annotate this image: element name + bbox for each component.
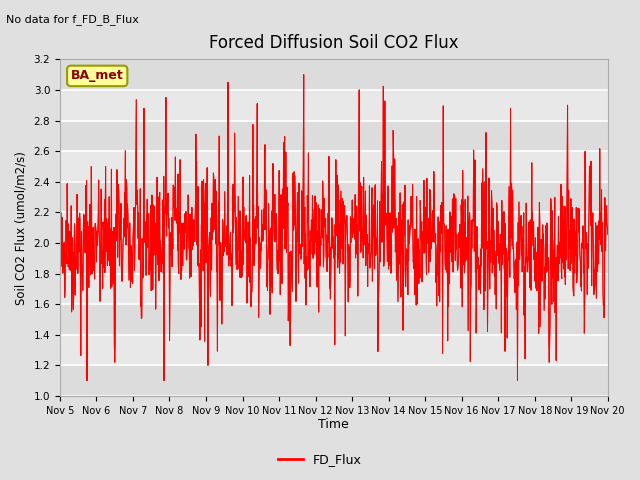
Bar (60, 120, 608, 151)
X-axis label: Time: Time (319, 419, 349, 432)
Bar (60, 335, 608, 365)
Bar (60, 212, 608, 243)
Bar (60, 274, 608, 304)
Text: No data for f_FD_B_Flux: No data for f_FD_B_Flux (6, 14, 140, 25)
FD_Flux (604, 231, 612, 237)
FD_Flux (56, 227, 64, 232)
Text: BA_met: BA_met (71, 70, 124, 83)
Bar (60, 60, 608, 90)
FD_Flux (121, 233, 129, 239)
FD_Flux (300, 72, 307, 77)
FD_Flux (99, 286, 106, 291)
Bar (60, 365, 608, 396)
FD_Flux (289, 247, 296, 252)
Line: FD_Flux: FD_Flux (60, 74, 608, 381)
FD_Flux (301, 260, 308, 265)
Bar (60, 182, 608, 212)
Title: Forced Diffusion Soil CO2 Flux: Forced Diffusion Soil CO2 Flux (209, 34, 459, 52)
Bar (60, 243, 608, 274)
FD_Flux (369, 278, 376, 284)
FD_Flux (310, 206, 318, 212)
Bar (60, 151, 608, 182)
Legend: FD_Flux: FD_Flux (273, 448, 367, 471)
Y-axis label: Soil CO2 Flux (umol/m2/s): Soil CO2 Flux (umol/m2/s) (15, 151, 28, 304)
FD_Flux (83, 378, 91, 384)
Bar (60, 90, 608, 120)
Bar (60, 304, 608, 335)
